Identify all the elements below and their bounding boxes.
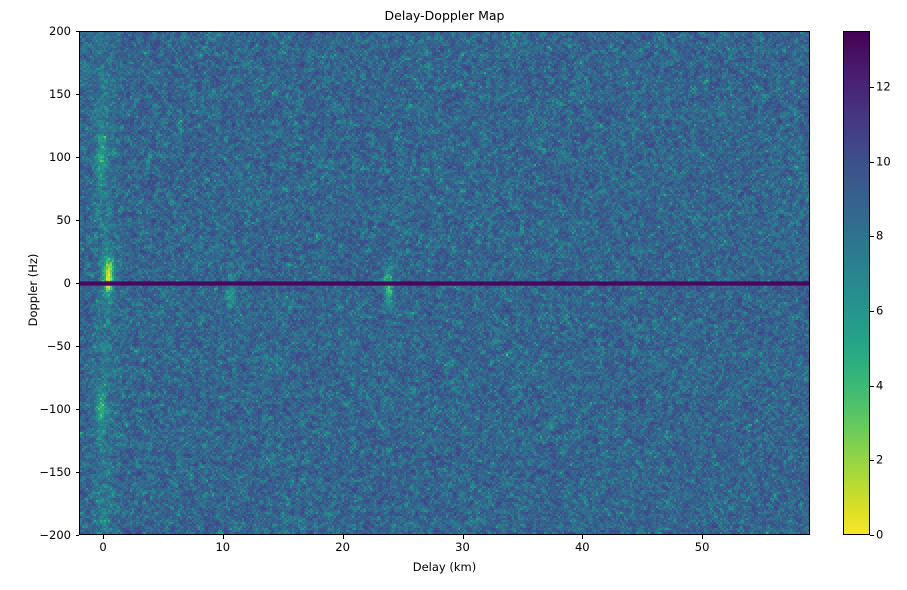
y-tick-mark (75, 220, 79, 221)
colorbar-tick-label: 4 (876, 378, 884, 393)
y-tick-mark (75, 346, 79, 347)
colorbar-tick-label: 10 (876, 154, 891, 169)
y-tick-label: 50 (56, 213, 71, 227)
x-tick-label: 30 (455, 540, 470, 554)
colorbar-tick-mark (870, 87, 874, 88)
x-tick-mark (582, 535, 584, 539)
colorbar-tick-mark (870, 311, 874, 312)
y-tick-mark (75, 157, 79, 158)
y-tick-mark (75, 283, 79, 284)
y-tick-label: −50 (46, 339, 71, 353)
x-tick-label: 0 (99, 540, 107, 554)
x-tick-mark (222, 535, 224, 539)
y-tick-label: 100 (49, 150, 71, 164)
y-tick-mark (75, 535, 79, 536)
x-tick-mark (342, 535, 344, 539)
colorbar-tick-label: 8 (876, 228, 884, 243)
y-tick-mark (75, 472, 79, 473)
page-title: Delay-Doppler Map (384, 8, 505, 23)
colorbar-tick-mark (870, 535, 874, 536)
x-tick-label: 10 (215, 540, 231, 554)
y-tick-label: −150 (39, 465, 71, 479)
colorbar-tick-label: 6 (876, 303, 884, 318)
x-tick-mark (462, 535, 464, 539)
x-tick-label: 50 (694, 540, 710, 554)
x-tick-mark (103, 535, 104, 539)
y-tick-label: −100 (39, 402, 71, 416)
colorbar-tick-label: 2 (876, 452, 884, 467)
y-axis-label: Doppler (Hz) (26, 253, 40, 327)
y-tick-mark (75, 94, 79, 95)
delay-doppler-heatmap[interactable] (79, 31, 810, 535)
colorbar-tick-label: 0 (876, 527, 884, 542)
y-tick-label: 150 (49, 87, 71, 101)
y-tick-label: 0 (63, 276, 71, 290)
y-tick-label: −200 (39, 528, 71, 542)
x-tick-mark (702, 535, 704, 539)
y-tick-label: 200 (49, 24, 71, 38)
y-tick-mark (75, 409, 79, 410)
colorbar-gradient (844, 32, 869, 534)
colorbar-tick-mark (870, 236, 874, 238)
x-tick-label: 40 (574, 540, 590, 554)
colorbar-tick-mark (870, 385, 874, 387)
colorbar-tick-mark (870, 161, 874, 163)
colorbar-tick-mark (870, 460, 874, 462)
heatmap-image (80, 32, 809, 534)
colorbar[interactable] (843, 31, 870, 535)
x-tick-label: 20 (335, 540, 350, 554)
y-tick-mark (75, 31, 79, 32)
colorbar-tick-label: 12 (876, 79, 891, 94)
x-axis-label: Delay (km) (412, 560, 477, 574)
